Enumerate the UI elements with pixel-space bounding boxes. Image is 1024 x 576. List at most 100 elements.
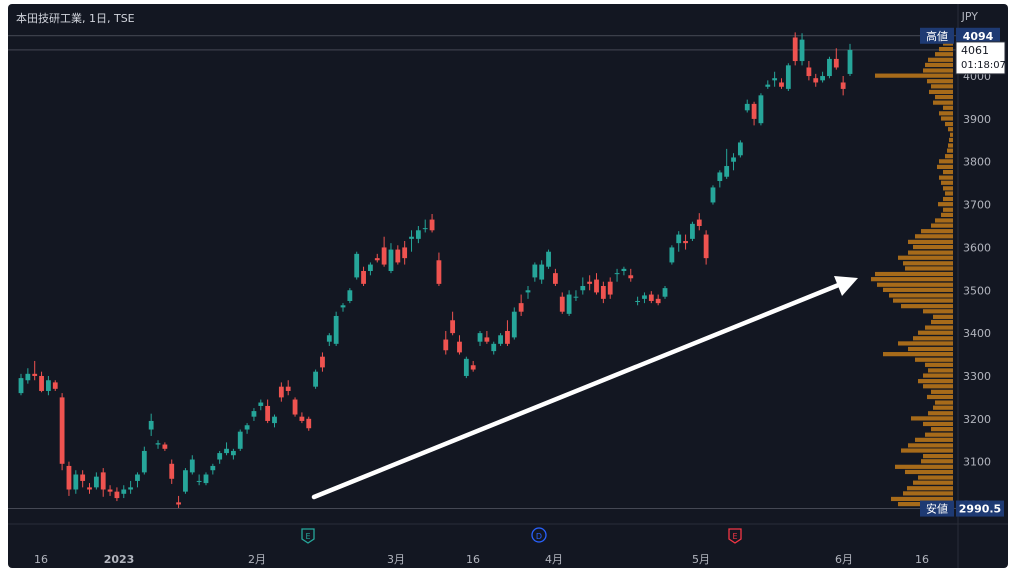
- candle[interactable]: [162, 442, 168, 451]
- candle[interactable]: [587, 275, 593, 291]
- candle[interactable]: [751, 101, 757, 126]
- candle[interactable]: [717, 170, 723, 188]
- event-marker[interactable]: D: [531, 527, 547, 543]
- candle[interactable]: [258, 399, 264, 411]
- candle[interactable]: [470, 360, 476, 372]
- candle[interactable]: [518, 294, 524, 316]
- candle[interactable]: [100, 468, 106, 497]
- candle[interactable]: [546, 249, 551, 269]
- candle[interactable]: [724, 148, 730, 179]
- candle[interactable]: [779, 78, 784, 89]
- candle[interactable]: [676, 231, 682, 252]
- candle[interactable]: [642, 292, 647, 304]
- candle[interactable]: [450, 311, 456, 336]
- candle[interactable]: [66, 461, 72, 496]
- candle[interactable]: [80, 470, 86, 488]
- candle[interactable]: [59, 393, 65, 471]
- candle[interactable]: [621, 266, 627, 276]
- candle[interactable]: [525, 285, 531, 299]
- candlestick-chart[interactable]: 3000310032003300340035003600370038003900…: [8, 4, 1008, 568]
- candle[interactable]: [196, 474, 202, 486]
- candle[interactable]: [710, 185, 716, 205]
- candle[interactable]: [155, 440, 161, 449]
- candle[interactable]: [607, 277, 613, 299]
- event-marker[interactable]: E: [301, 528, 315, 544]
- candle[interactable]: [340, 303, 346, 312]
- candle[interactable]: [511, 307, 517, 340]
- candle[interactable]: [217, 450, 223, 464]
- candle[interactable]: [183, 468, 188, 494]
- candle[interactable]: [566, 290, 572, 316]
- candle[interactable]: [374, 253, 380, 263]
- candle[interactable]: [135, 472, 140, 488]
- candle[interactable]: [299, 412, 305, 424]
- candle[interactable]: [224, 442, 229, 456]
- candle[interactable]: [580, 277, 586, 295]
- candle[interactable]: [313, 369, 319, 389]
- candle[interactable]: [73, 470, 79, 494]
- candle[interactable]: [429, 214, 435, 233]
- candle[interactable]: [635, 296, 641, 306]
- candle[interactable]: [230, 448, 236, 460]
- candle[interactable]: [559, 292, 565, 314]
- candle[interactable]: [368, 262, 373, 276]
- candle[interactable]: [87, 483, 92, 494]
- candle[interactable]: [347, 288, 353, 304]
- candle[interactable]: [813, 73, 819, 87]
- candle[interactable]: [648, 291, 654, 304]
- candle[interactable]: [422, 219, 428, 233]
- candle[interactable]: [655, 294, 661, 306]
- candle[interactable]: [614, 268, 620, 282]
- candle[interactable]: [799, 33, 805, 66]
- candle[interactable]: [32, 360, 38, 381]
- candle[interactable]: [792, 32, 798, 66]
- candle[interactable]: [744, 99, 750, 113]
- candle[interactable]: [278, 382, 284, 402]
- candle[interactable]: [731, 153, 736, 171]
- candle[interactable]: [840, 76, 846, 96]
- candle[interactable]: [662, 285, 668, 299]
- candle[interactable]: [244, 423, 250, 434]
- candle[interactable]: [737, 140, 743, 158]
- candle[interactable]: [552, 268, 558, 286]
- candle[interactable]: [484, 330, 490, 344]
- candle[interactable]: [477, 330, 483, 346]
- candle[interactable]: [785, 63, 791, 92]
- candle[interactable]: [833, 48, 839, 70]
- candle[interactable]: [443, 330, 449, 355]
- candle[interactable]: [52, 380, 58, 391]
- candle[interactable]: [210, 463, 216, 475]
- candle[interactable]: [93, 472, 99, 490]
- candle[interactable]: [539, 260, 545, 284]
- candle[interactable]: [820, 71, 825, 83]
- candle[interactable]: [690, 221, 695, 242]
- candle[interactable]: [320, 352, 325, 372]
- event-marker[interactable]: E: [728, 528, 742, 544]
- candle[interactable]: [847, 43, 853, 77]
- candle[interactable]: [354, 251, 360, 280]
- candle[interactable]: [292, 397, 298, 417]
- candle[interactable]: [436, 252, 442, 286]
- candle[interactable]: [573, 290, 579, 301]
- candle[interactable]: [594, 273, 599, 295]
- candle[interactable]: [600, 281, 606, 304]
- candle[interactable]: [758, 93, 764, 126]
- candle[interactable]: [128, 480, 134, 494]
- candle[interactable]: [141, 446, 147, 475]
- candle[interactable]: [457, 335, 462, 355]
- candle[interactable]: [25, 368, 31, 384]
- candle[interactable]: [463, 356, 469, 379]
- candle[interactable]: [498, 333, 503, 346]
- candle[interactable]: [628, 268, 634, 282]
- candle[interactable]: [39, 371, 44, 393]
- candle[interactable]: [148, 413, 154, 436]
- candle[interactable]: [806, 61, 812, 81]
- candle[interactable]: [772, 71, 778, 87]
- candle[interactable]: [402, 241, 408, 265]
- candle[interactable]: [265, 399, 271, 424]
- candle[interactable]: [532, 262, 538, 282]
- candle[interactable]: [381, 236, 387, 267]
- candle[interactable]: [415, 226, 421, 244]
- candle[interactable]: [696, 213, 702, 231]
- candle[interactable]: [703, 230, 709, 265]
